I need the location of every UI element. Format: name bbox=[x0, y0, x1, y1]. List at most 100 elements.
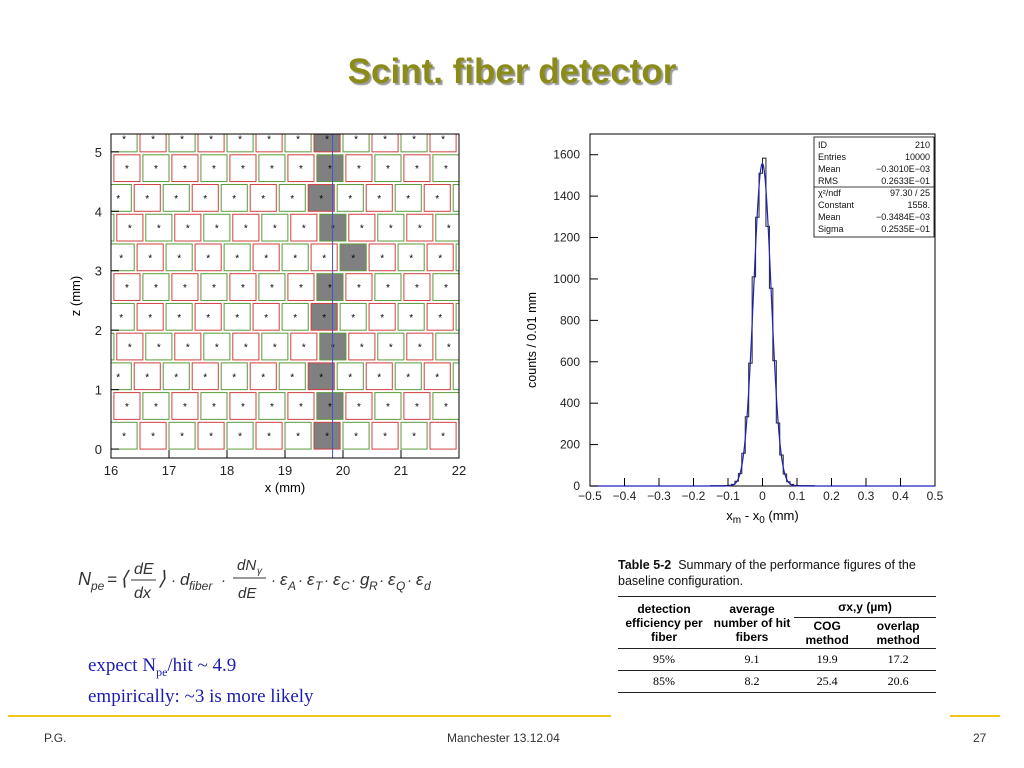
x-tick-label: 17 bbox=[162, 463, 176, 478]
fiber-center-mark: * bbox=[180, 432, 184, 443]
fiber-center-mark: * bbox=[444, 283, 448, 294]
svg-text:·: · bbox=[298, 572, 303, 589]
fiber-center-mark: * bbox=[148, 253, 152, 264]
header-overlap: overlap method bbox=[876, 619, 920, 647]
svg-text:ε: ε bbox=[388, 570, 396, 589]
fiber-center-mark: * bbox=[157, 224, 161, 235]
x-tick-label: 0.1 bbox=[789, 489, 806, 503]
fiber-center-mark: * bbox=[302, 224, 306, 235]
hit-fiber bbox=[307, 362, 335, 391]
fiber bbox=[255, 421, 283, 450]
svg-text:dN: dN bbox=[237, 557, 256, 574]
fiber bbox=[342, 134, 370, 153]
fiber-center-mark: * bbox=[203, 372, 207, 383]
fiber-center-mark: * bbox=[206, 313, 210, 324]
footer-line-left bbox=[8, 715, 611, 717]
fiber bbox=[394, 184, 422, 212]
fiber-center-mark: * bbox=[473, 164, 477, 175]
fiber-center-mark: * bbox=[125, 283, 129, 294]
fiber-center-mark: * bbox=[348, 372, 352, 383]
fiber-center-mark: * bbox=[438, 253, 442, 264]
fiber-center-mark: * bbox=[206, 253, 210, 264]
y-tick-label: 600 bbox=[560, 355, 580, 369]
fiber-center-mark: * bbox=[302, 343, 306, 354]
fiber bbox=[133, 184, 161, 212]
y-tick-label: 1600 bbox=[553, 148, 580, 162]
fiber-center-mark: * bbox=[441, 134, 445, 145]
fiber bbox=[203, 213, 231, 242]
fiber-center-mark: * bbox=[270, 283, 274, 294]
svg-text:d: d bbox=[180, 570, 190, 589]
fiber-center-mark: * bbox=[241, 283, 245, 294]
svg-text:·: · bbox=[171, 572, 176, 589]
fiber-center-mark: * bbox=[328, 402, 332, 413]
fiber bbox=[226, 421, 254, 450]
fiber bbox=[197, 421, 225, 450]
x-tick-label: 0.4 bbox=[892, 489, 909, 503]
fiber-center-mark: * bbox=[444, 402, 448, 413]
fiber-center-mark: * bbox=[473, 283, 477, 294]
svg-text:pe: pe bbox=[90, 579, 105, 593]
fiber bbox=[220, 184, 248, 212]
fiber-center-mark: * bbox=[151, 432, 155, 443]
fiber-center-mark: * bbox=[183, 402, 187, 413]
fiber-center-mark: * bbox=[116, 194, 120, 205]
fiber-center-mark: * bbox=[238, 432, 242, 443]
fiber-center-mark: * bbox=[116, 372, 120, 383]
fiber-center-mark: * bbox=[212, 164, 216, 175]
fiber bbox=[111, 243, 135, 272]
fiber bbox=[162, 362, 190, 391]
x-tick-label: 22 bbox=[452, 463, 466, 478]
fiber-center-mark: * bbox=[348, 194, 352, 205]
table-cell: 25.4 bbox=[816, 674, 838, 688]
fiber-center-mark: * bbox=[235, 313, 239, 324]
svg-text:γ: γ bbox=[257, 566, 263, 577]
fiber bbox=[423, 362, 451, 391]
fiber bbox=[342, 421, 370, 450]
fiber bbox=[348, 332, 376, 361]
x-tick-label: 0.5 bbox=[927, 489, 944, 503]
fiber-center-mark: * bbox=[183, 283, 187, 294]
fiber-center-mark: * bbox=[209, 432, 213, 443]
fiber-center-mark: * bbox=[383, 432, 387, 443]
fiber-center-mark: * bbox=[447, 343, 451, 354]
x-tick-label: 18 bbox=[220, 463, 234, 478]
svg-text:ε: ε bbox=[333, 570, 341, 589]
fiber bbox=[111, 302, 135, 331]
fiber-center-mark: * bbox=[125, 402, 129, 413]
x-axis-label: xm - x0 (mm) bbox=[726, 508, 798, 526]
fiber-center-mark: * bbox=[241, 402, 245, 413]
fiber-center-mark: * bbox=[96, 164, 100, 175]
fiber-center-mark: * bbox=[180, 134, 184, 145]
fiber bbox=[432, 154, 459, 183]
fiber-center-mark: * bbox=[122, 134, 126, 145]
x-tick-label: 16 bbox=[104, 463, 118, 478]
stats-key: Sigma bbox=[818, 224, 844, 234]
fiber bbox=[142, 154, 170, 183]
fiber bbox=[261, 332, 289, 361]
fiber-center-mark: * bbox=[473, 402, 477, 413]
fiber-center-mark: * bbox=[270, 164, 274, 175]
y-axis-label: counts / 0.01 mm bbox=[525, 292, 539, 388]
fiber bbox=[194, 243, 222, 272]
fiber bbox=[142, 392, 170, 420]
x-tick-label: −0.2 bbox=[682, 489, 706, 503]
fiber bbox=[168, 421, 196, 450]
fiber bbox=[287, 154, 315, 183]
stats-value: 210 bbox=[915, 140, 930, 150]
fiber bbox=[113, 154, 141, 183]
fiber-center-mark: * bbox=[435, 372, 439, 383]
performance-table: detection efficiency per fiber average n… bbox=[618, 596, 936, 693]
svg-text:⟨: ⟨ bbox=[120, 568, 130, 590]
hit-fiber bbox=[313, 134, 341, 153]
fiber bbox=[368, 243, 396, 272]
fiber-center-mark: * bbox=[418, 224, 422, 235]
table-cell: 85% bbox=[653, 674, 675, 688]
residual-histogram-chart: −0.5 −0.4 −0.3 −0.2 −0.1 0 0.1 0.2 0.3 0.4 0.5 0 200… bbox=[525, 133, 944, 526]
fiber-center-mark: * bbox=[377, 194, 381, 205]
table-cell: 20.6 bbox=[887, 674, 909, 688]
fiber-center-mark: * bbox=[215, 343, 219, 354]
table-caption: Table 5-2 Summary of the performance fig… bbox=[618, 558, 916, 588]
fiber bbox=[191, 184, 219, 212]
fiber-center-mark: * bbox=[290, 194, 294, 205]
